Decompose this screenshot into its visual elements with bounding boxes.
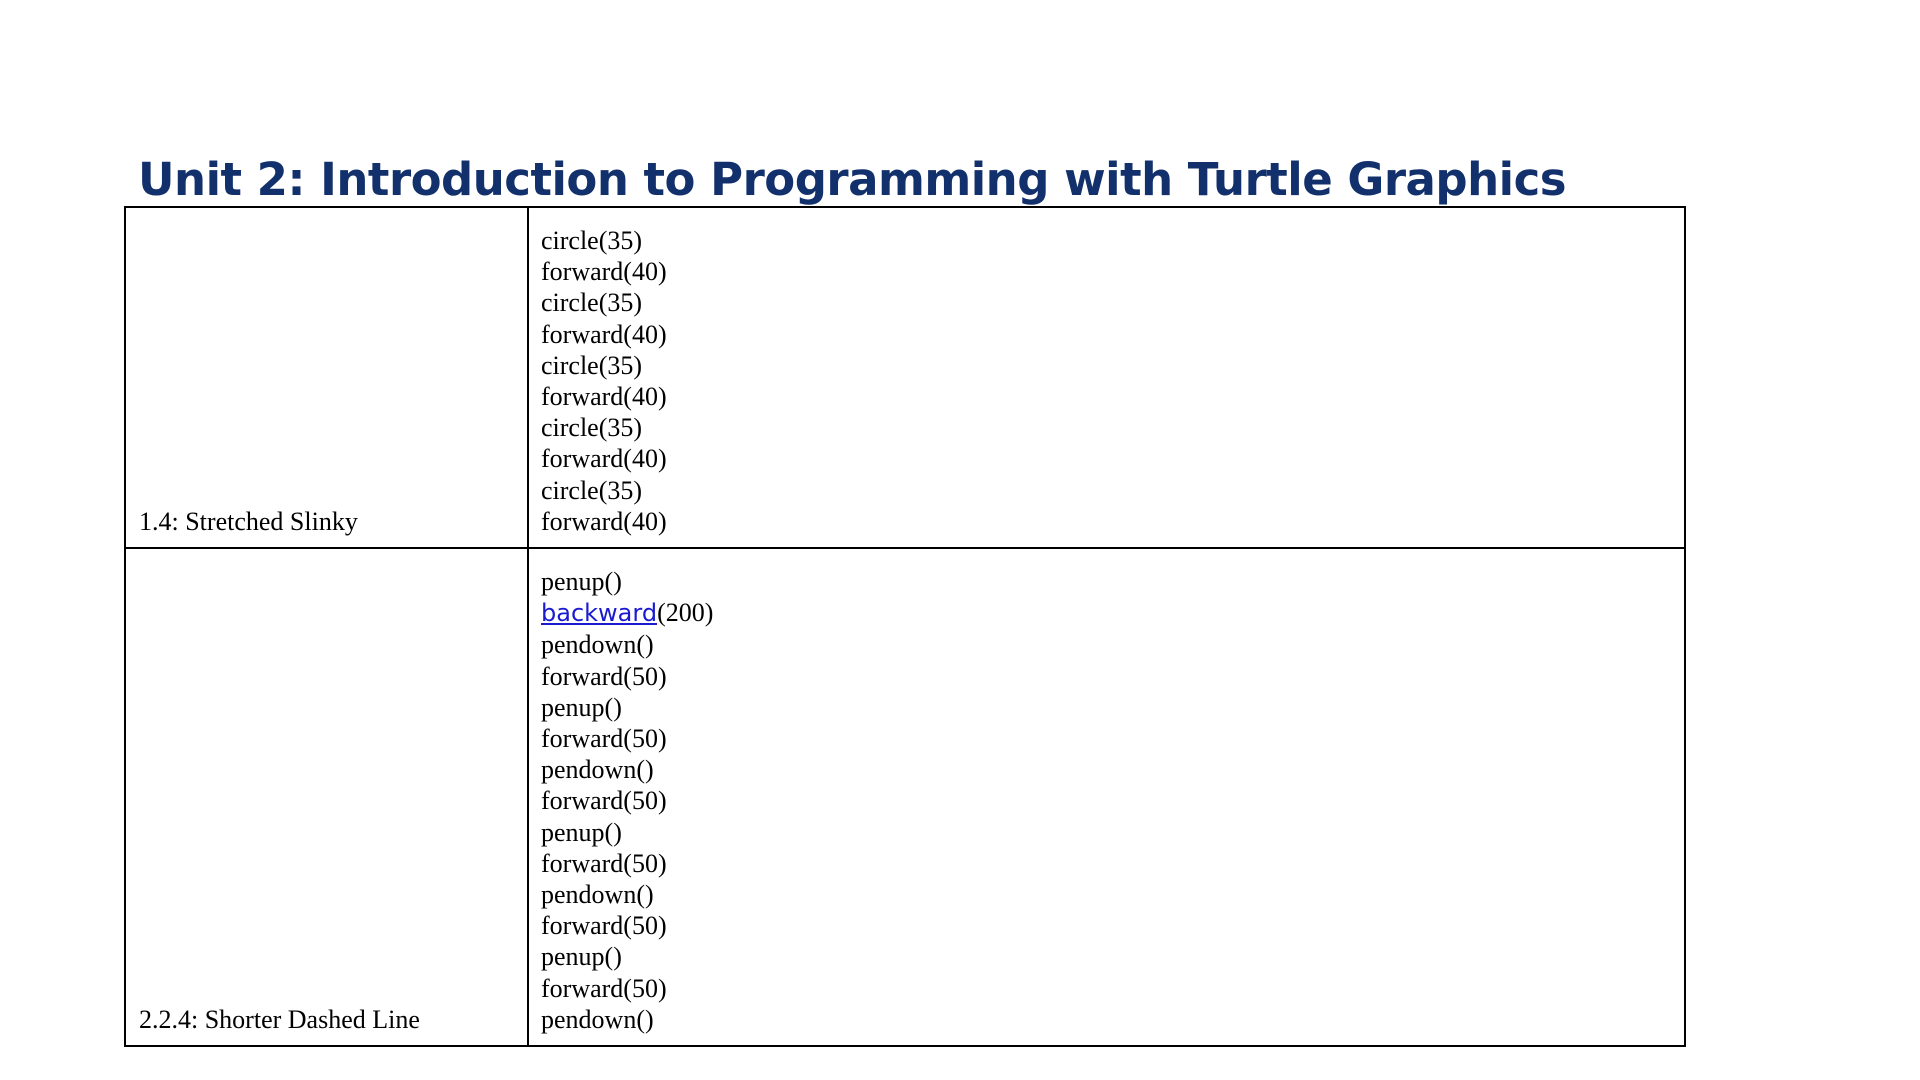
code-line: forward(40) [541,506,667,536]
code-block: circle(35) forward(40) circle(35) forwar… [529,212,1684,547]
code-line: forward(40) [541,319,667,349]
code-line: forward(50) [541,661,667,691]
exercise-label: 1.4: Stretched Slinky [139,507,358,536]
code-line: circle(35) [541,288,643,318]
code-line: penup() [541,566,622,596]
code-line: forward(50) [541,723,667,753]
code-line: forward(40) [541,444,667,474]
backward-args: (200) [657,598,714,628]
exercise-table: 1.4: Stretched Slinky circle(35) forward… [124,206,1686,1047]
table-row: 1.4: Stretched Slinky circle(35) forward… [124,206,1686,549]
code-line: circle(35) [541,413,643,443]
code-line: forward(50) [541,848,667,878]
code-block: penup() backward(200) pendown() forward(… [529,553,1684,1045]
code-line: penup() [541,692,622,722]
code-line: pendown() [541,879,654,909]
code-cell: penup() backward(200) pendown() forward(… [527,547,1686,1047]
code-line: forward(50) [541,973,667,1003]
code-cell: circle(35) forward(40) circle(35) forwar… [527,206,1686,549]
exercise-label-cell: 2.2.4: Shorter Dashed Line [124,547,529,1047]
exercise-label: 2.2.4: Shorter Dashed Line [139,1005,420,1034]
page-title: Unit 2: Introduction to Programming with… [138,153,1567,206]
code-line: forward(40) [541,381,667,411]
code-line: circle(35) [541,225,643,255]
code-line: pendown() [541,630,654,660]
code-line: pendown() [541,755,654,785]
code-line: forward(50) [541,786,667,816]
backward-link[interactable]: backward [541,599,658,628]
code-line: forward(40) [541,257,667,287]
table-row: 2.2.4: Shorter Dashed Line penup() backw… [124,547,1686,1047]
code-line: pendown() [541,1004,654,1034]
code-line: circle(35) [541,475,643,505]
code-line: penup() [541,942,622,972]
code-line: penup() [541,817,622,847]
code-line-with-link: backward(200) [541,597,1684,629]
exercise-label-cell: 1.4: Stretched Slinky [124,206,529,549]
code-line: forward(50) [541,911,667,941]
code-line: circle(35) [541,350,643,380]
